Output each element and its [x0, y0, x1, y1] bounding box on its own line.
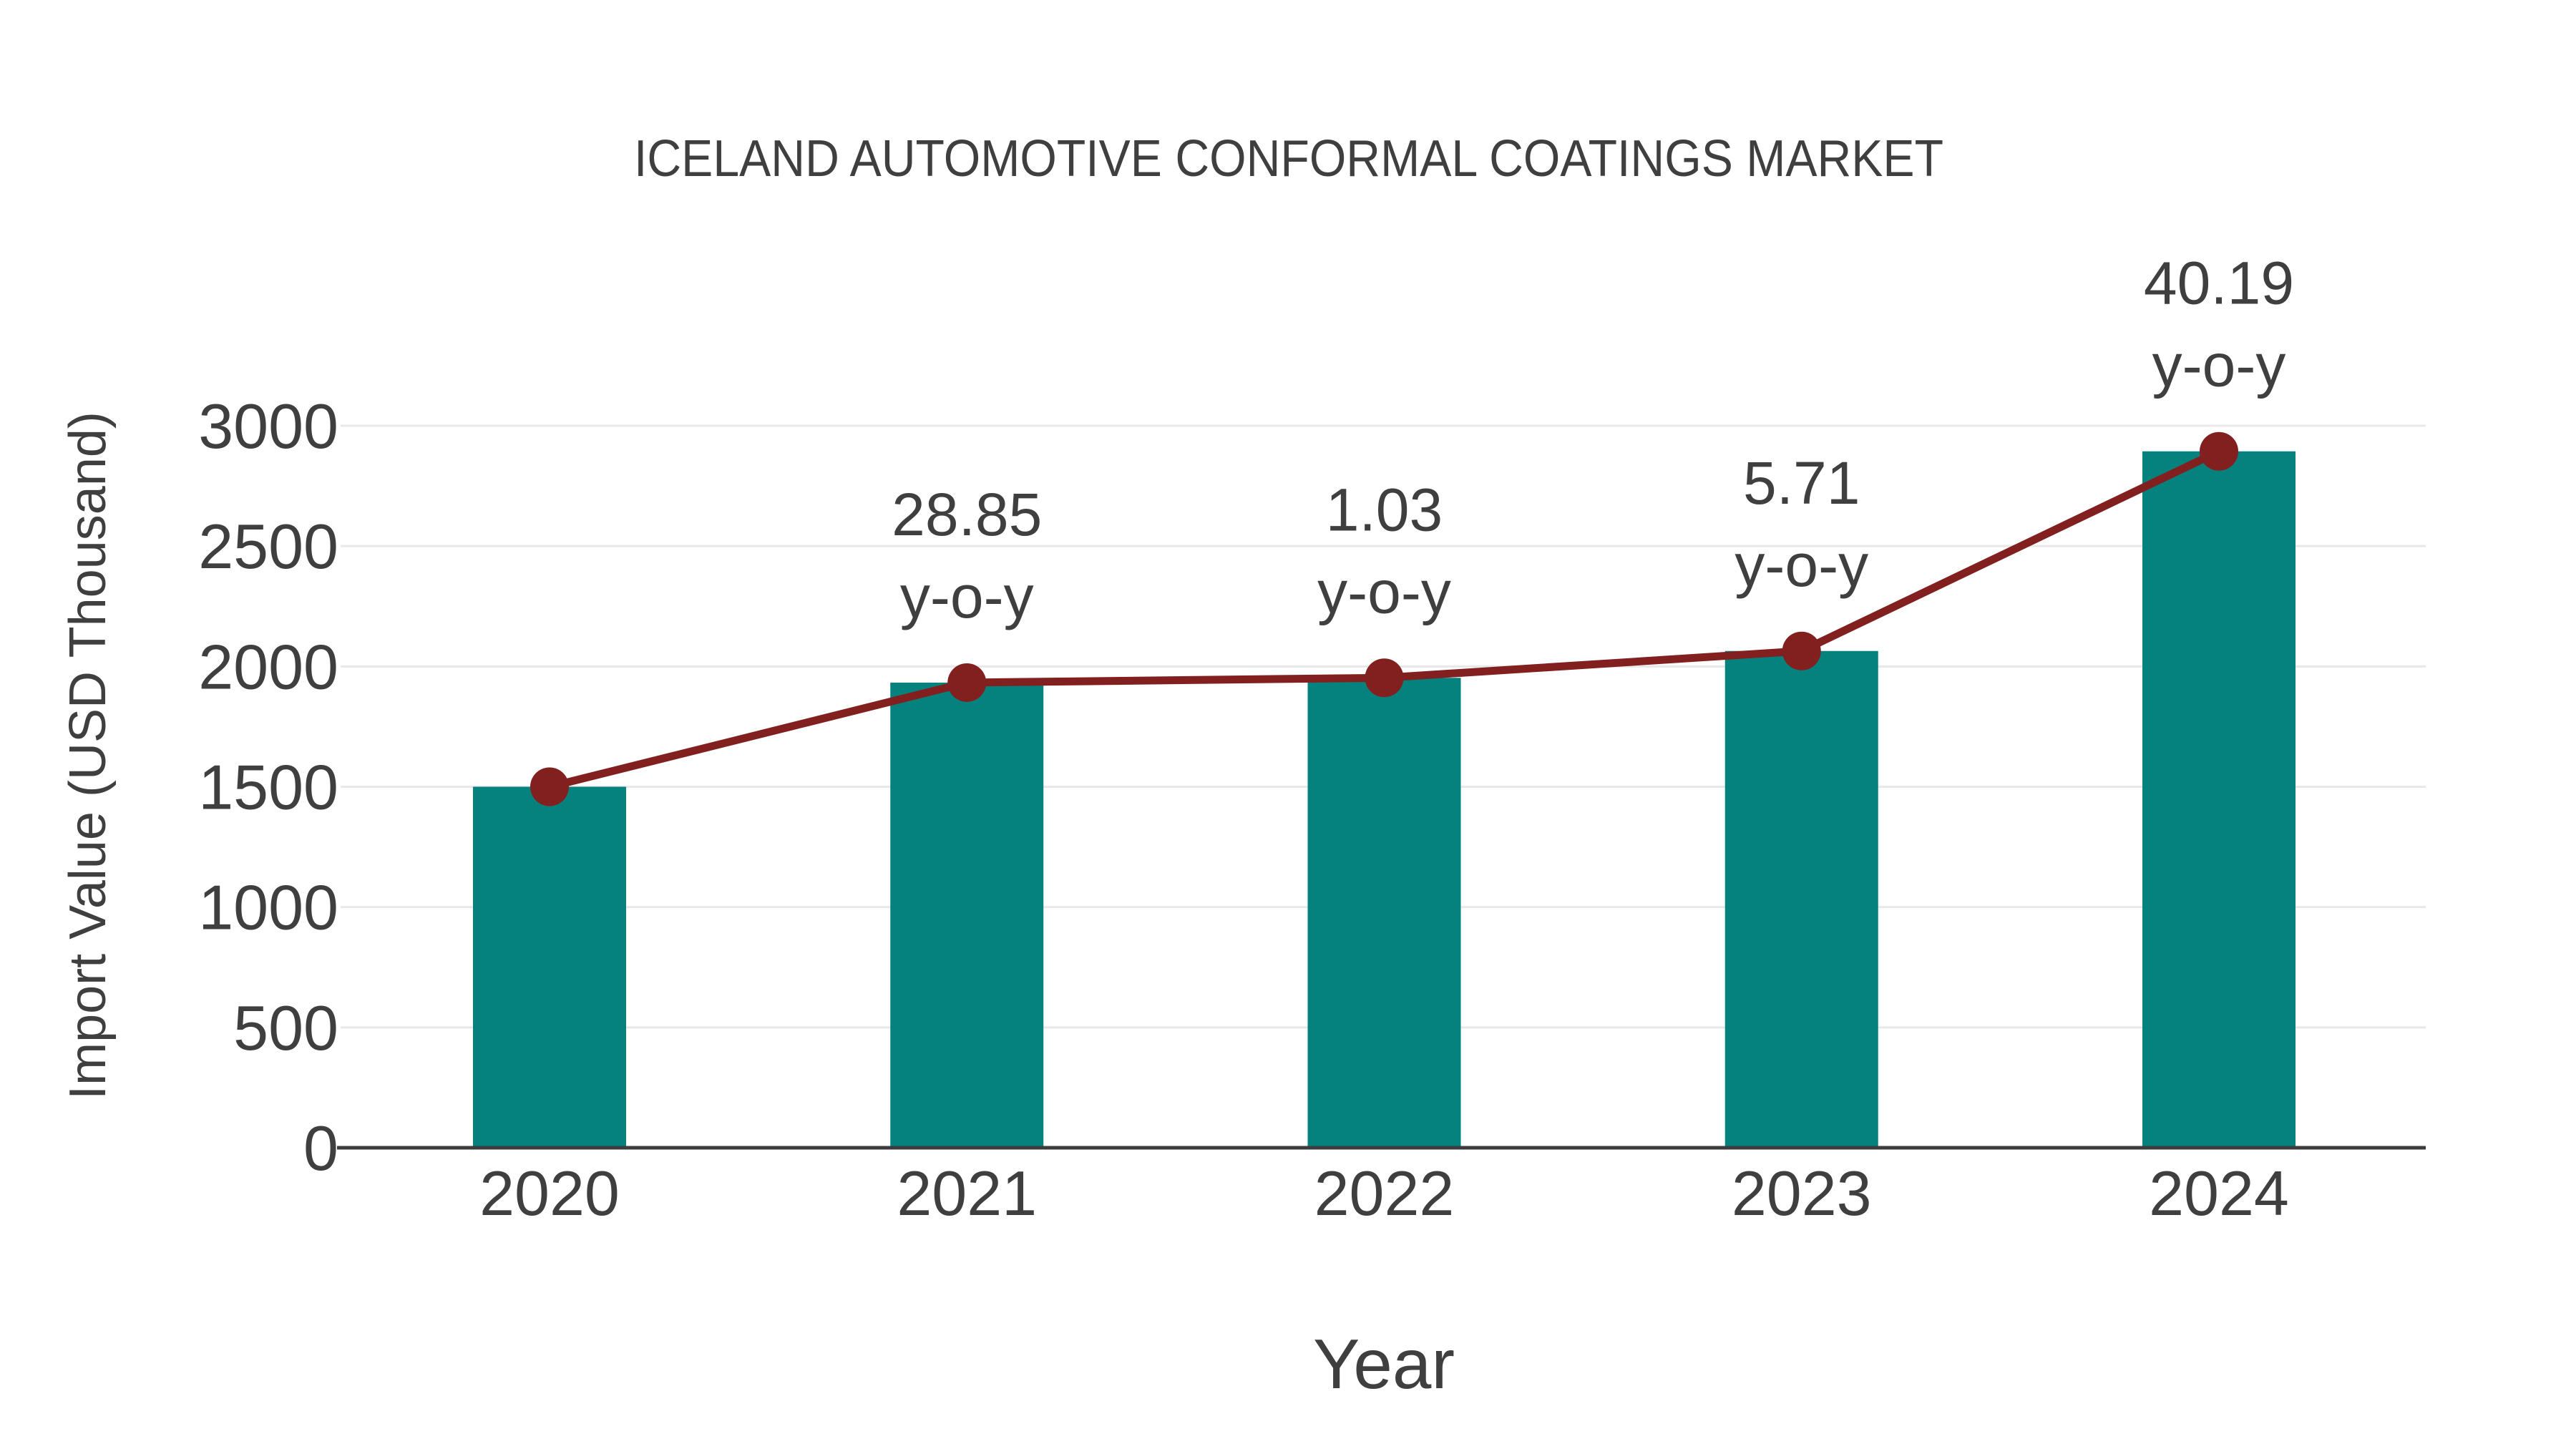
y-axis-label: Import Value (USD Thousand) — [59, 411, 117, 1100]
yoy-value-2022: 1.03 — [1326, 476, 1443, 543]
yoy-suffix-2024: y-o-y — [2152, 332, 2286, 399]
line-marker-2021 — [947, 663, 987, 702]
y-tick-label-1500: 1500 — [198, 752, 338, 823]
x-axis-label: Year — [1313, 1324, 1455, 1403]
bar-2021 — [890, 682, 1044, 1148]
y-tick-label-2000: 2000 — [198, 631, 338, 702]
year-label-2021: 2021 — [897, 1158, 1037, 1229]
yoy-suffix-2023: y-o-y — [1735, 532, 1868, 599]
y-tick-label-3000: 3000 — [198, 391, 338, 462]
bar-2022 — [1307, 678, 1461, 1148]
line-marker-2022 — [1365, 658, 1404, 698]
bar-2023 — [1724, 650, 1878, 1148]
yoy-value-2023: 5.71 — [1743, 449, 1860, 517]
year-label-2024: 2024 — [2149, 1158, 2289, 1229]
line-marker-2023 — [1782, 631, 1821, 670]
yoy-value-2021: 28.85 — [892, 481, 1042, 548]
y-tick-label-1000: 1000 — [198, 872, 338, 943]
bar-2024 — [2142, 451, 2296, 1148]
y-tick-label-500: 500 — [233, 992, 338, 1063]
year-label-2022: 2022 — [1314, 1158, 1455, 1229]
year-label-2023: 2023 — [1732, 1158, 1872, 1229]
line-marker-2020 — [530, 767, 569, 806]
year-label-2020: 2020 — [479, 1158, 620, 1229]
y-tick-label-2500: 2500 — [198, 511, 338, 582]
chart-title: ICELAND AUTOMOTIVE CONFORMAL COATINGS MA… — [634, 130, 1943, 187]
yoy-suffix-2021: y-o-y — [900, 563, 1034, 630]
yoy-suffix-2022: y-o-y — [1317, 558, 1451, 625]
bar-2020 — [473, 786, 626, 1148]
y-tick-label-0: 0 — [303, 1113, 338, 1184]
line-marker-2024 — [2200, 431, 2238, 471]
yoy-value-2024: 40.19 — [2144, 250, 2294, 317]
